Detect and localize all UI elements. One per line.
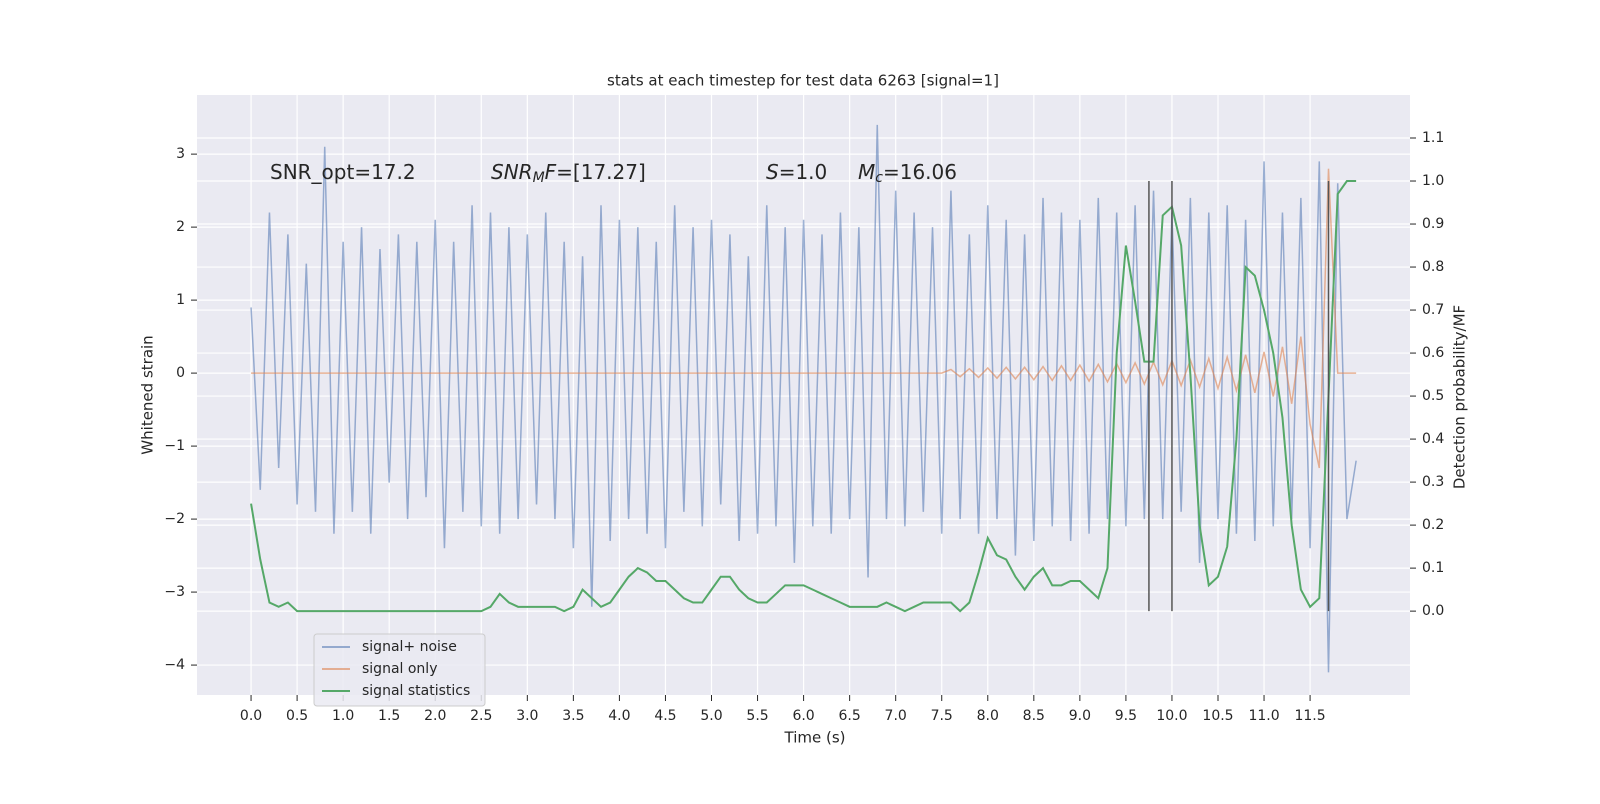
x-tick-label: 3.5 — [562, 708, 584, 724]
y2-axis-label: Detection probability/MF — [1451, 305, 1469, 489]
x-tick-label: 5.5 — [746, 708, 768, 724]
x-tick-label: 0.0 — [240, 708, 262, 724]
y2-tick-label: 0.6 — [1422, 345, 1444, 361]
legend-label: signal+ noise — [362, 639, 457, 655]
y-tick-label: −4 — [164, 657, 185, 673]
legend-box — [313, 633, 486, 707]
y-tick-label: −2 — [164, 511, 185, 527]
y-tick-label: 3 — [176, 146, 185, 162]
x-tick-label: 9.0 — [1069, 708, 1091, 724]
annotation-part: c — [875, 170, 883, 186]
x-tick-label: 10.5 — [1202, 708, 1233, 724]
x-tick-label: 6.0 — [792, 708, 814, 724]
annotation: S=1.0 — [766, 160, 827, 184]
annotation-part: S — [766, 160, 779, 184]
annotation-part: M — [858, 160, 875, 184]
annotation-part: =1.0 — [779, 160, 828, 184]
x-tick-label: 8.0 — [977, 708, 999, 724]
annotation-part: F — [545, 160, 557, 184]
x-tick-label: 5.0 — [700, 708, 722, 724]
x-tick-label: 4.0 — [608, 708, 630, 724]
x-axis-label: Time (s) — [784, 729, 846, 747]
x-tick-label: 4.5 — [654, 708, 676, 724]
y2-tick-label: 0.5 — [1422, 388, 1444, 404]
x-tick-label: 9.5 — [1115, 708, 1137, 724]
x-tick-label: 3.0 — [516, 708, 538, 724]
y2-tick-label: 1.1 — [1422, 130, 1444, 146]
y-tick-label: −3 — [164, 584, 185, 600]
y-tick-label: 2 — [176, 219, 185, 235]
y2-tick-label: 0.1 — [1422, 560, 1444, 576]
y2-tick-label: 0.2 — [1422, 517, 1444, 533]
y2-tick-label: 0.7 — [1422, 302, 1444, 318]
x-tick-label: 8.5 — [1023, 708, 1045, 724]
y2-tick-label: 0.0 — [1422, 603, 1444, 619]
chart-title: stats at each timestep for test data 626… — [607, 72, 999, 90]
x-tick-label: 11.5 — [1294, 708, 1325, 724]
annotation: SNRMF=[17.27] — [491, 160, 646, 187]
legend-label: signal statistics — [362, 683, 470, 699]
x-tick-label: 7.5 — [931, 708, 953, 724]
x-tick-label: 7.0 — [885, 708, 907, 724]
annotation-part: =[17.27] — [556, 160, 646, 184]
x-tick-label: 6.5 — [839, 708, 861, 724]
y-tick-label: 1 — [176, 292, 185, 308]
y-axis-label: Whitened strain — [139, 335, 157, 454]
x-tick-label: 1.0 — [332, 708, 354, 724]
x-tick-label: 0.5 — [286, 708, 308, 724]
x-tick-label: 2.5 — [470, 708, 492, 724]
y2-tick-label: 0.8 — [1422, 259, 1444, 275]
annotation: Mc=16.06 — [858, 160, 957, 187]
annotation-part: SNR — [491, 160, 533, 184]
annotation: SNR_opt=17.2 — [270, 160, 416, 184]
y2-tick-label: 0.9 — [1422, 216, 1444, 232]
x-tick-label: 11.0 — [1248, 708, 1279, 724]
x-tick-label: 1.5 — [378, 708, 400, 724]
legend: signal+ noise signal only signal statistic… — [313, 633, 486, 707]
annotation-part: SNR_opt=17.2 — [270, 160, 416, 184]
y-tick-label: 0 — [176, 365, 185, 381]
annotation-part: M — [533, 170, 545, 186]
y-tick-label: −1 — [164, 438, 185, 454]
x-tick-label: 10.0 — [1156, 708, 1187, 724]
y2-tick-label: 0.3 — [1422, 474, 1444, 490]
y2-tick-label: 1.0 — [1422, 173, 1444, 189]
legend-label: signal only — [362, 661, 437, 677]
annotation-part: =16.06 — [883, 160, 957, 184]
x-tick-label: 2.0 — [424, 708, 446, 724]
y2-tick-label: 0.4 — [1422, 431, 1444, 447]
